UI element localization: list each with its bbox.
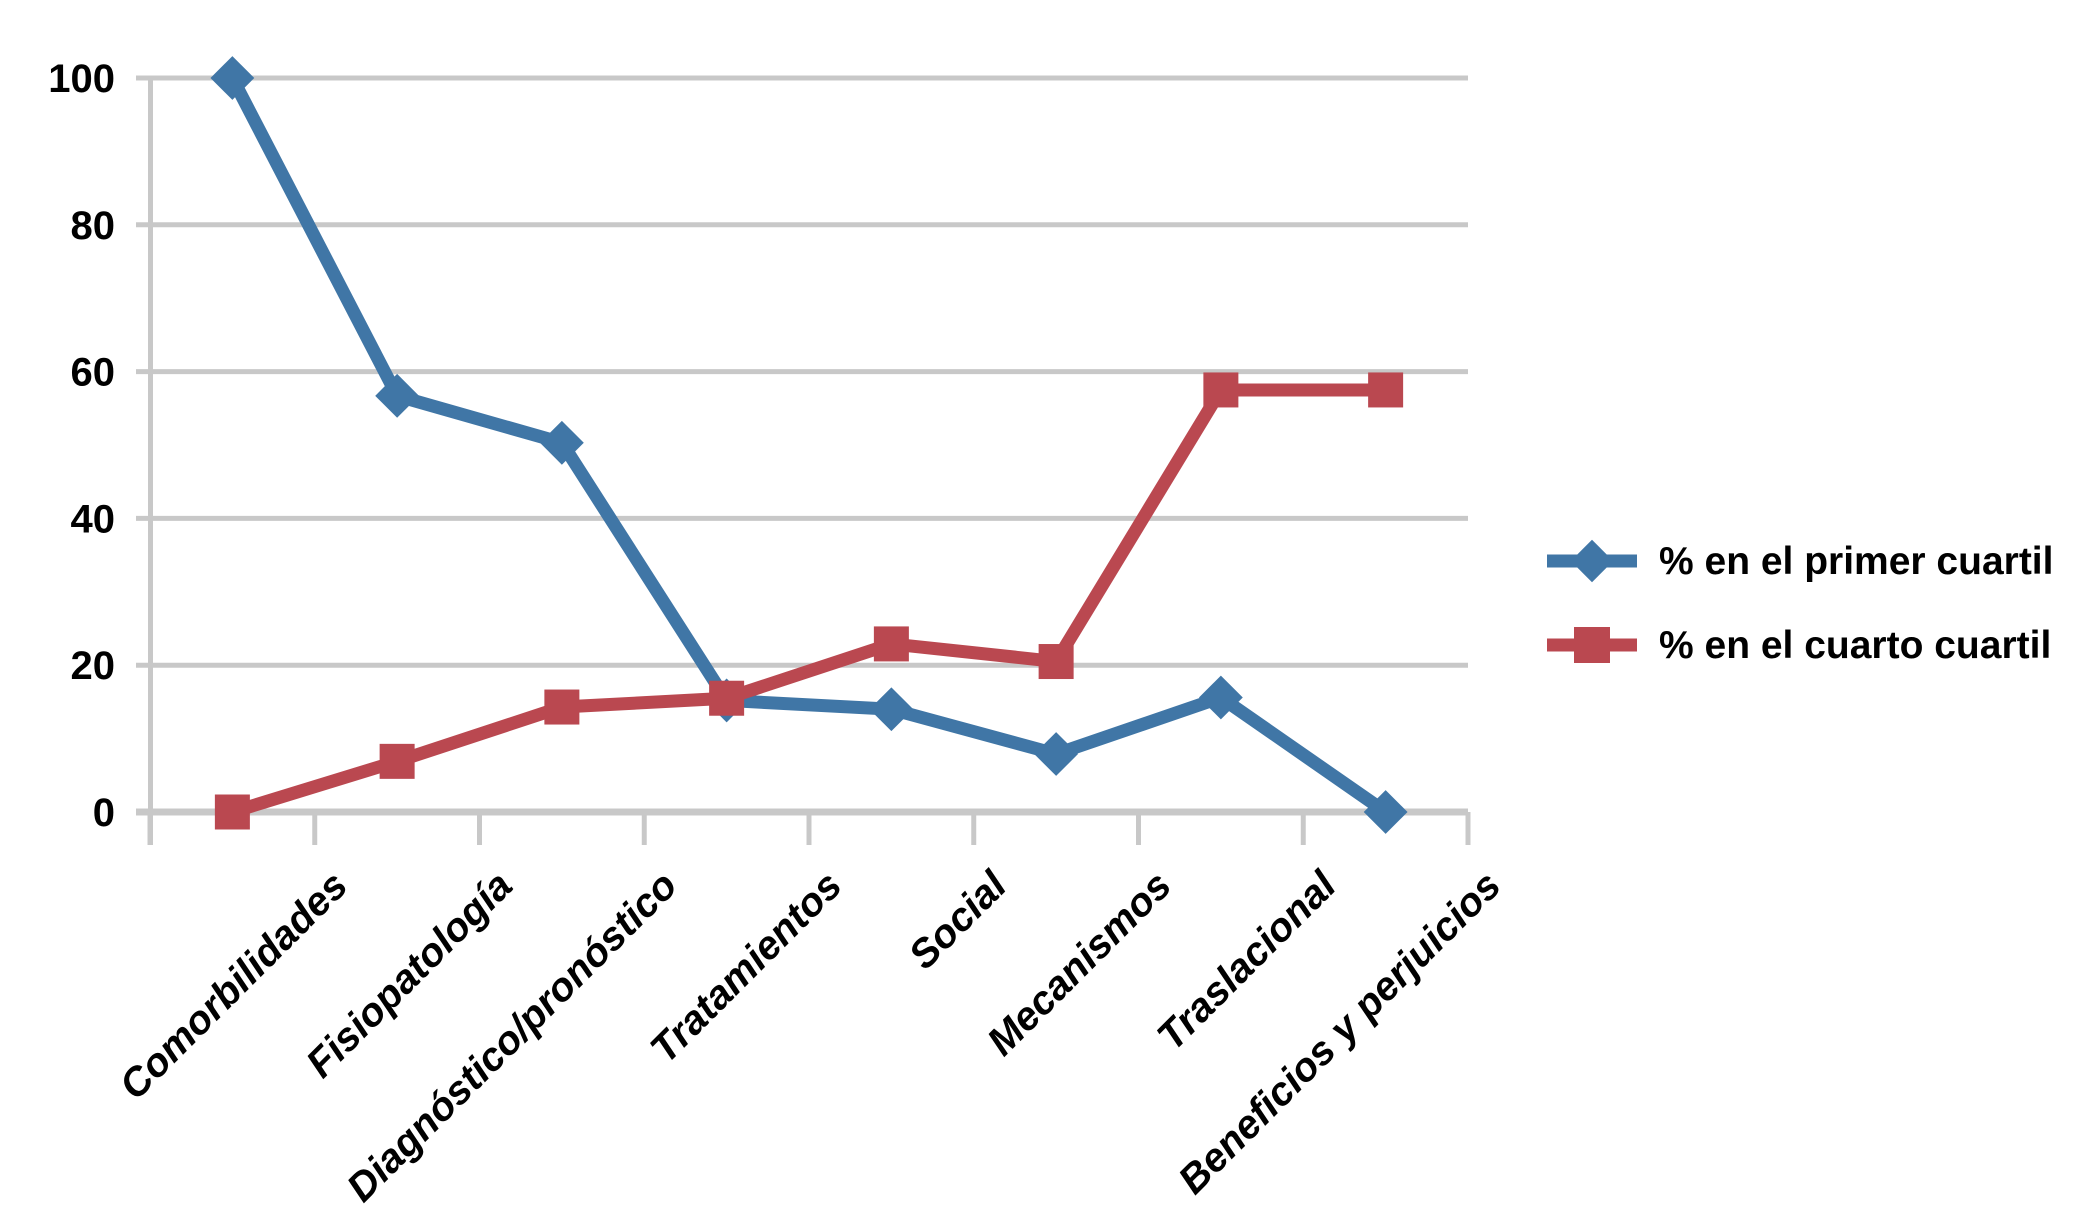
data-point-square: [709, 680, 745, 716]
data-point-square: [379, 743, 415, 779]
data-point-diamond: [1363, 790, 1408, 834]
legend: % en el primer cuartil % en el cuarto cu…: [1547, 535, 2053, 671]
data-point-diamond: [869, 687, 914, 732]
legend-label-primer-cuartil: % en el primer cuartil: [1659, 539, 2054, 583]
x-axis-label: Social: [901, 863, 1016, 978]
y-axis-tick-label: 40: [71, 497, 116, 541]
legend-item-primer-cuartil: % en el primer cuartil: [1547, 535, 2053, 587]
legend-square-marker-icon: [1547, 627, 1637, 663]
y-axis-tick-label: 0: [93, 791, 115, 835]
x-axis-label: Diagnóstico/pronóstico: [339, 863, 686, 1210]
legend-diamond-marker-icon: [1547, 539, 1637, 583]
data-point-square: [544, 689, 580, 725]
data-point-diamond: [539, 420, 584, 465]
y-axis-tick-label: 20: [71, 644, 116, 688]
series-line-cuarto-cuartil: [225, 383, 1393, 819]
data-point-square: [1038, 644, 1074, 680]
data-point-square: [214, 794, 250, 830]
data-point-square: [873, 626, 909, 662]
data-point-square: [1203, 372, 1239, 408]
y-axis-tick-label: 100: [48, 57, 115, 101]
data-point-diamond: [210, 56, 255, 100]
legend-label-cuarto-cuartil: % en el cuarto cuartil: [1659, 623, 2052, 667]
y-axis-tick-label: 80: [71, 204, 116, 248]
data-point-diamond: [1198, 675, 1243, 720]
legend-item-cuarto-cuartil: % en el cuarto cuartil: [1547, 619, 2053, 671]
data-point-diamond: [375, 373, 420, 418]
x-axis-label: Beneficios y perjuicios: [1170, 863, 1509, 1202]
data-point-square: [1368, 372, 1404, 408]
series-line-primer-cuartil: [225, 71, 1393, 819]
y-axis-tick-label: 60: [71, 351, 116, 395]
data-point-diamond: [1034, 732, 1079, 776]
